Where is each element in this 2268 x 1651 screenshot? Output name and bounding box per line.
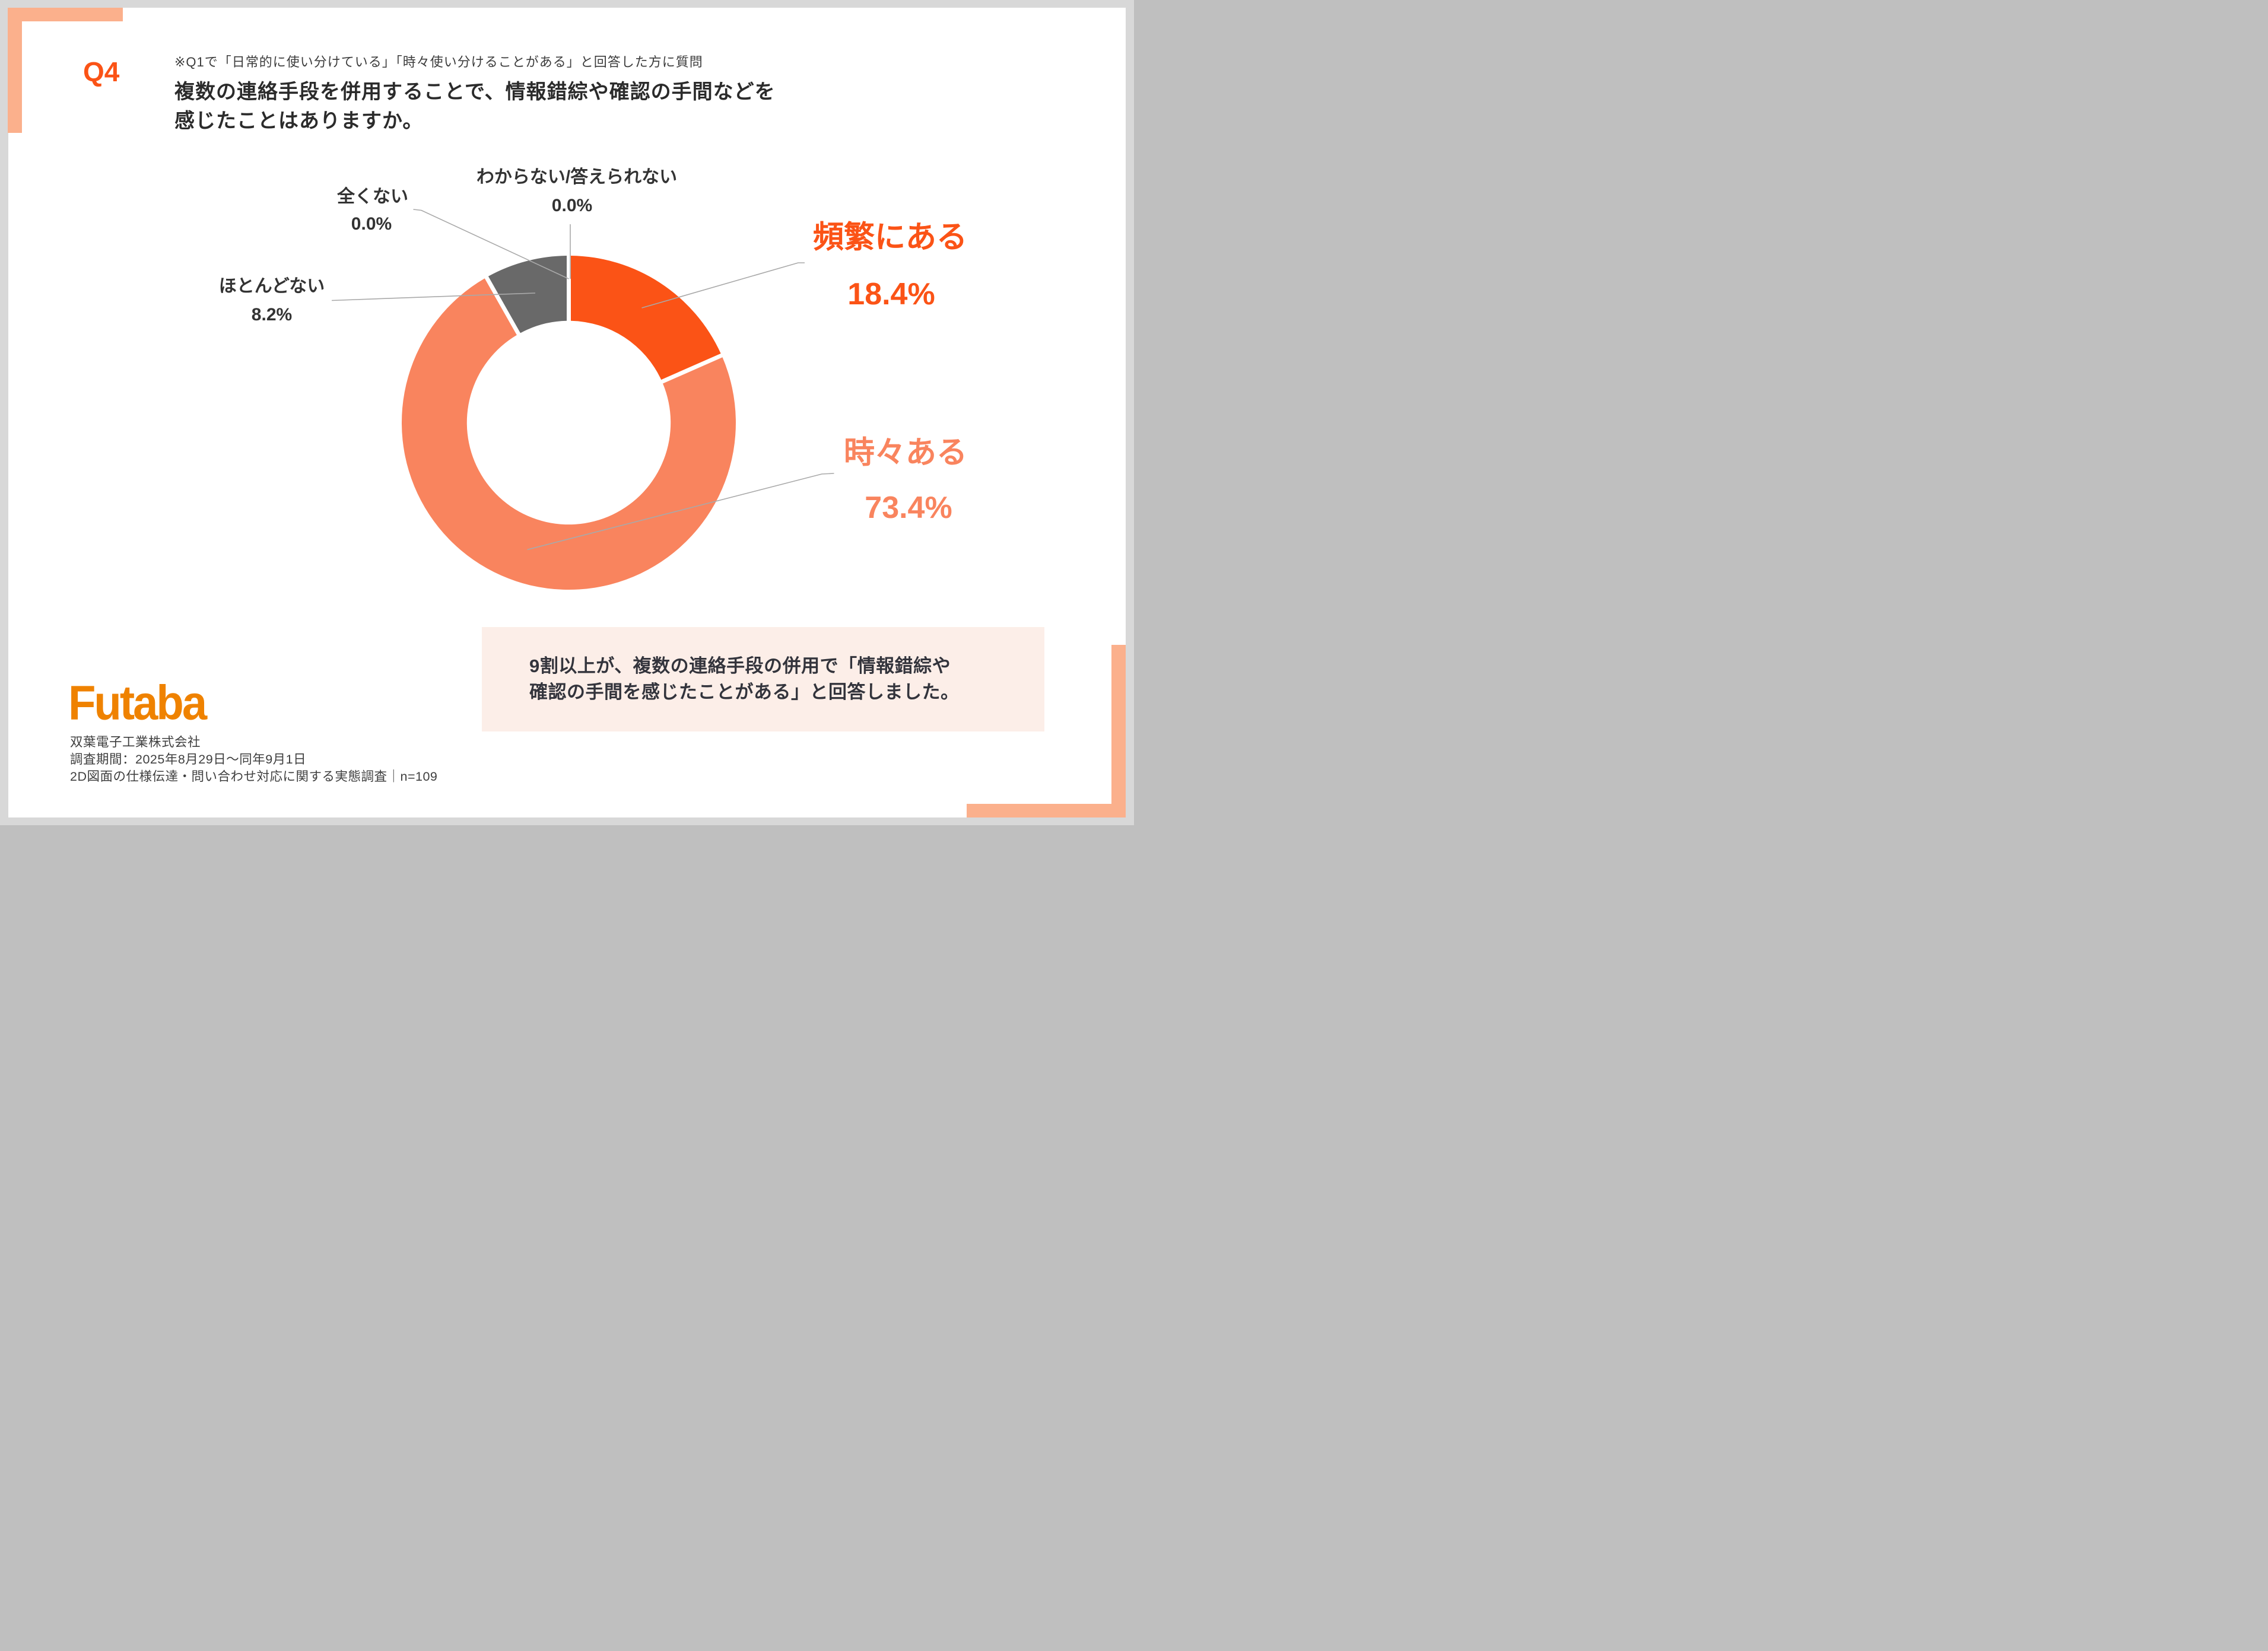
summary-callout: 9割以上が、複数の連絡手段の併用で「情報錯綜や 確認の手間を感じたことがある」と…	[482, 627, 1044, 731]
footer-info: 双葉電子工業株式会社 調査期間：2025年8月29日〜同年9月1日 2D図面の仕…	[70, 734, 437, 785]
question-title-line2: 感じたことはありますか。	[174, 110, 424, 132]
futaba-logo: Futaba	[68, 676, 207, 730]
label-wakaranai-value: 0.0%	[551, 196, 593, 215]
summary-callout-text: 9割以上が、複数の連絡手段の併用で「情報錯綜や 確認の手間を感じたことがある」と…	[482, 653, 960, 705]
label-wakaranai-name: わからない/答えられない	[476, 167, 678, 187]
leader-line-hotondo-nai	[331, 292, 536, 301]
label-hinpan-ni-aru-value: 18.4%	[847, 277, 935, 311]
question-title-line1: 複数の連絡手段を併用することで、情報錯綜や確認の手間などを	[174, 81, 776, 103]
corner-accent-top-left-vertical	[8, 8, 22, 133]
leader-line-mattaku-nai	[413, 209, 569, 279]
footer-survey: 2D図面の仕様伝達・問い合わせ対応に関する実態調査｜n=109	[70, 769, 438, 784]
summary-line1: 9割以上が、複数の連絡手段の併用で「情報錯綜や	[529, 656, 951, 676]
donut-segment-1	[401, 278, 736, 590]
label-tokidoki-aru-name: 時々ある	[843, 435, 968, 470]
summary-line2: 確認の手間を感じたことがある」と回答しました。	[529, 682, 960, 702]
label-hotondo-nai-name: ほとんどない	[218, 276, 325, 296]
corner-accent-bottom-right-horizontal	[967, 804, 1126, 817]
label-hotondo-nai-value: 8.2%	[251, 305, 293, 325]
leader-line-tokidoki-aru	[527, 473, 834, 551]
footer-period: 調査期間：2025年8月29日〜同年9月1日	[70, 752, 307, 766]
question-note: ※Q1で「日常的に使い分けている」「時々使い分けることがある」と回答した方に質問	[174, 55, 703, 69]
label-mattaku-nai-name: 全くない	[337, 187, 408, 206]
donut-segment-2	[488, 256, 567, 333]
footer-company: 双葉電子工業株式会社	[70, 735, 201, 749]
donut-chart	[331, 209, 834, 590]
question-title: 複数の連絡手段を併用することで、情報錯綜や確認の手間などを 感じたことはあります…	[174, 78, 776, 136]
corner-accent-top-left-horizontal	[8, 8, 123, 21]
donut-segment-0	[571, 256, 721, 380]
label-tokidoki-aru-value: 73.4%	[865, 491, 952, 525]
page-background: Q4 ※Q1で「日常的に使い分けている」「時々使い分けることがある」と回答した方…	[0, 0, 1134, 825]
leader-line-hinpan-ni-aru	[641, 262, 805, 308]
label-mattaku-nai-value: 0.0%	[351, 214, 392, 234]
corner-accent-bottom-right-vertical	[1111, 645, 1126, 817]
label-hinpan-ni-aru-name: 頻繁にある	[812, 220, 968, 255]
donut-segments	[401, 256, 736, 590]
leader-lines	[331, 209, 834, 551]
question-number-badge: Q4	[83, 56, 120, 87]
